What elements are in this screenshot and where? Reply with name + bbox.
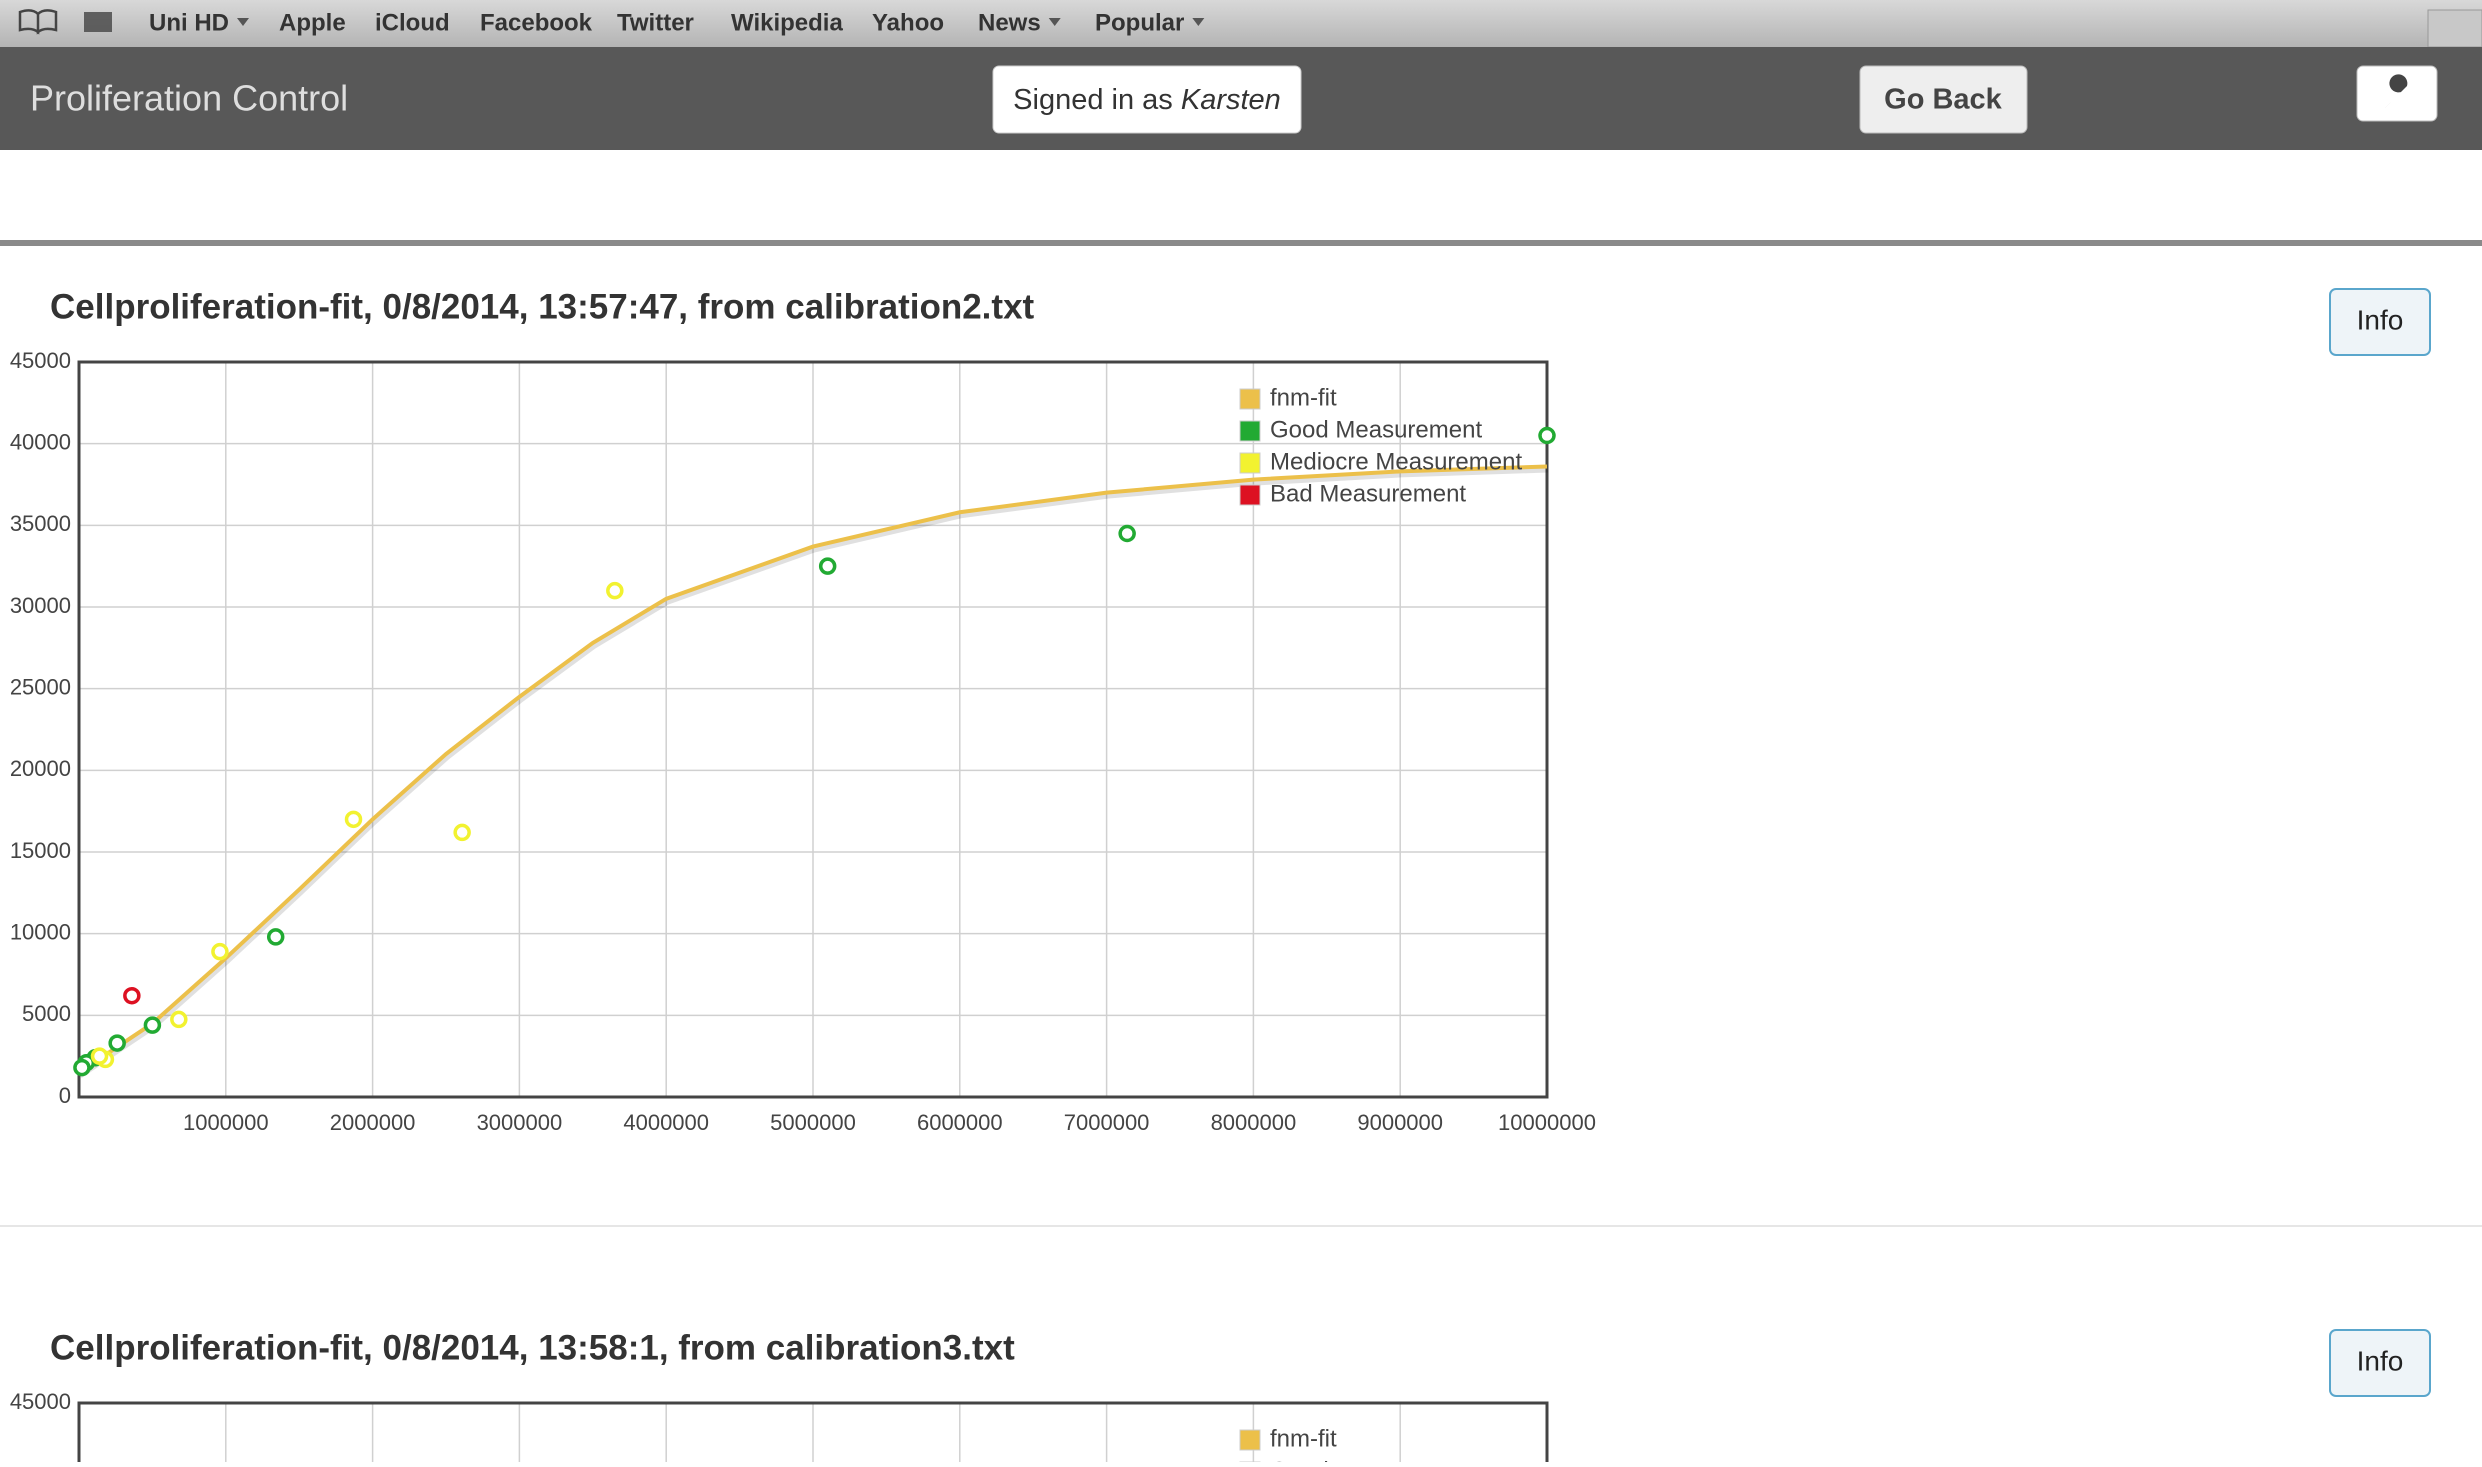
legend-swatch [1239,420,1261,442]
new-tab[interactable] [2427,9,2482,48]
y-tick-label: 5000 [22,1001,71,1026]
legend-swatch [1239,452,1261,474]
x-tick-label: 10000000 [1498,1110,1596,1135]
legend-label: fnm-fit [1270,384,1337,411]
legend-swatch [1239,484,1261,506]
y-tick-label: 45000 [10,348,71,373]
y-tick-label: 35000 [10,511,71,536]
data-point [123,986,141,1005]
data-point [606,581,624,600]
data-point [108,1034,126,1052]
x-tick-label: 2000000 [330,1110,416,1135]
info-label: Info [2357,304,2404,335]
dropdown-arrow [1048,18,1061,26]
go-back-button[interactable] [1859,65,2028,134]
bookmark[interactable]: Yahoo [872,9,944,36]
fit-line [77,464,1548,1075]
bookmark[interactable]: Uni HD [149,9,229,36]
y-tick-label: 10000 [10,919,71,944]
x-tick-label: 8000000 [1211,1110,1297,1135]
info-button[interactable] [2329,288,2431,356]
legend-label: fnm-fit [1270,1425,1337,1452]
bookmarks-bar [0,0,2482,47]
plot-frame [77,360,1549,1099]
divider [0,240,2482,246]
info-label: Info [2357,1345,2404,1376]
wrench-icon [2385,74,2408,108]
chart-title: Cellproliferation-fit, 0/8/2014, 13:57:4… [50,287,1035,326]
x-tick-label: 7000000 [1064,1110,1150,1135]
grid-icon[interactable] [84,12,112,32]
dropdown-arrow [237,18,249,26]
y-tick-label: 20000 [10,756,71,781]
bookmark[interactable]: Popular [1095,9,1184,36]
legend-label: Bad Measurement [1270,480,1466,507]
settings-button[interactable] [2356,65,2438,122]
x-tick-label: 5000000 [770,1110,856,1135]
user-name: Karsten [1181,84,1281,116]
legend-label: Good Measurement [1270,416,1482,443]
data-point [818,557,837,575]
bookmark[interactable]: Twitter [617,9,694,36]
fit-shadow [78,466,1549,1078]
x-tick-label: 1000000 [183,1110,269,1135]
data-point [266,928,285,946]
legend-label: Mediocre Measurement [1270,448,1522,475]
bookmark[interactable]: Wikipedia [731,9,843,36]
data-point [90,1047,109,1065]
legend-label: Good Measurement [1270,1457,1482,1462]
bookmark[interactable]: iCloud [375,9,450,36]
info-button[interactable] [2329,1329,2431,1397]
chart-title: Cellproliferation-fit, 0/8/2014, 13:58:1… [50,1328,1015,1367]
data-point [211,942,229,961]
bookmark[interactable]: News [978,9,1041,36]
x-tick-label: 3000000 [477,1110,563,1135]
legend-swatch [1239,1429,1261,1451]
go-back-label: Go Back [1884,84,2003,116]
legend-swatch [1239,388,1261,410]
data-point [170,1010,188,1029]
data-point [1538,426,1556,445]
data-point [344,810,363,829]
dropdown-arrow [1192,18,1205,26]
x-tick-label: 6000000 [917,1110,1003,1135]
bookmark[interactable]: Facebook [480,9,593,36]
bookmark[interactable]: Apple [279,9,346,36]
signed-in-box[interactable] [992,65,1302,134]
brand[interactable]: Proliferation Control [30,78,348,119]
y-tick-label: 30000 [10,593,71,618]
y-tick-label: 0 [59,1083,71,1108]
x-tick-label: 4000000 [623,1110,709,1135]
data-point [453,823,471,842]
y-tick-label: 40000 [10,429,71,454]
x-tick-label: 9000000 [1357,1110,1443,1135]
y-tick-label: 45000 [10,1389,71,1414]
data-point [1118,524,1136,543]
plot-frame [77,1401,1549,1467]
y-tick-label: 15000 [10,838,71,863]
data-point [143,1016,162,1034]
y-tick-label: 25000 [10,674,71,699]
reader-icon[interactable] [18,9,58,35]
signed-in: Signed in as Karsten [1013,84,1281,116]
data-point [73,1058,91,1077]
signed-in-prefix: Signed in as [1013,84,1173,116]
